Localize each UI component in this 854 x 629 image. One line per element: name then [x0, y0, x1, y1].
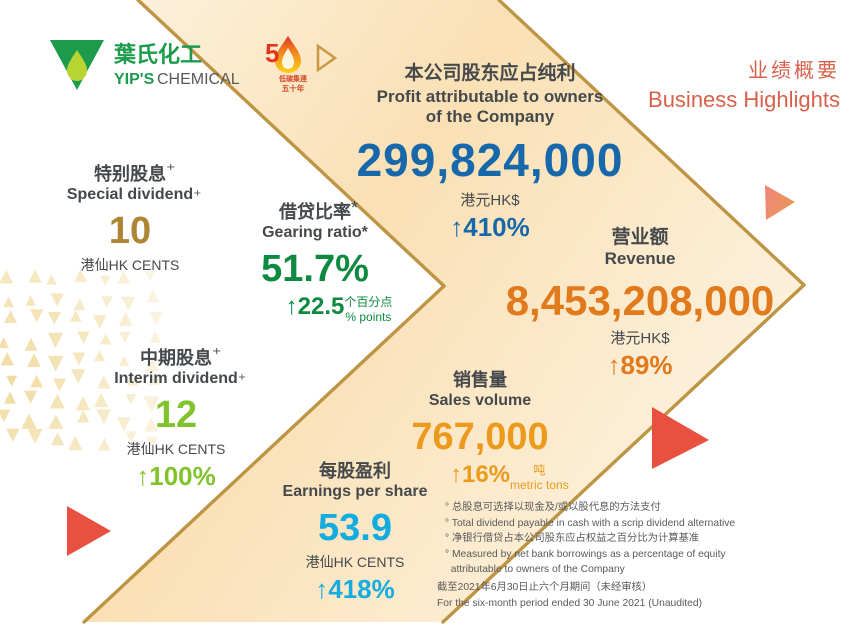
svg-text:低碳集連: 低碳集連: [278, 74, 308, 83]
svg-text:五十年: 五十年: [282, 83, 305, 93]
svg-text:葉氏化工: 葉氏化工: [113, 42, 202, 67]
svg-text:5: 5: [265, 38, 279, 68]
svg-text:YIP'S: YIP'S: [114, 71, 155, 88]
